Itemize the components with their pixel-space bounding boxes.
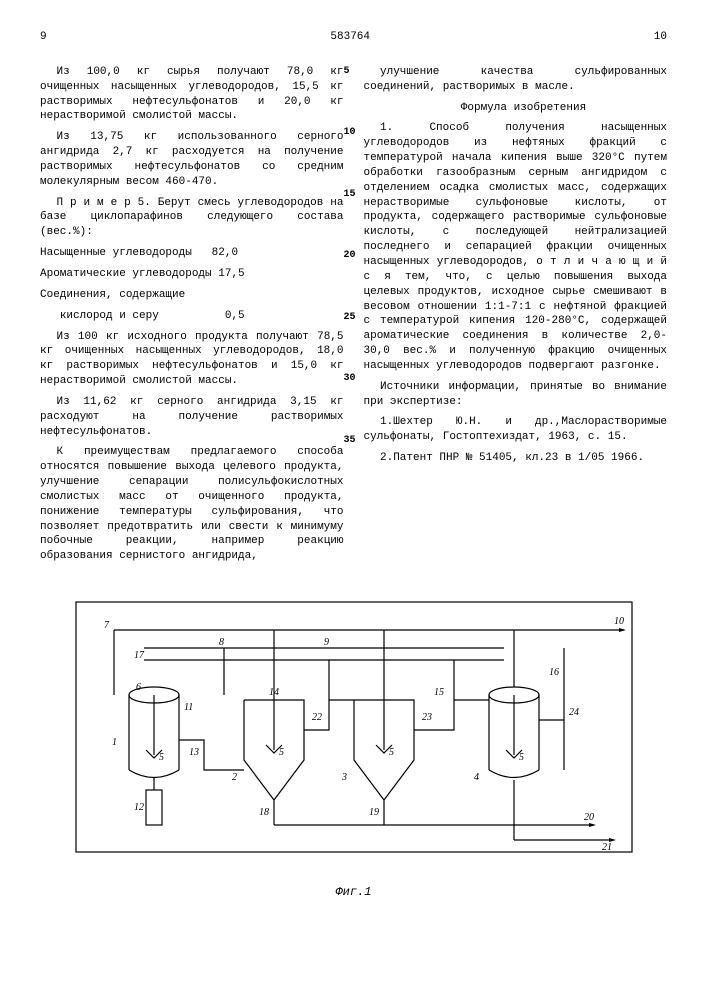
composition-row: Насыщенные углеводороды 82,0 <box>40 246 344 261</box>
svg-text:5: 5 <box>279 747 284 758</box>
line-number-gutter: 5 10 15 20 25 30 35 <box>344 65 364 496</box>
svg-text:20: 20 <box>584 812 594 823</box>
line-num: 5 <box>344 65 364 79</box>
svg-text:18: 18 <box>259 807 269 818</box>
line-num: 30 <box>344 372 364 386</box>
para: Из 13,75 кг использованного серного анги… <box>40 130 344 189</box>
composition-row: Соединения, содержащие <box>40 288 344 303</box>
page-left: 9 <box>40 30 47 45</box>
svg-text:3: 3 <box>341 772 347 783</box>
composition-row: кислород и серу 0,5 <box>40 309 344 324</box>
svg-text:22: 22 <box>312 712 322 723</box>
para: 1. Способ получения насыщенных углеводор… <box>364 121 668 373</box>
svg-text:5: 5 <box>159 752 164 763</box>
svg-text:6: 6 <box>136 682 141 693</box>
svg-text:4: 4 <box>474 772 479 783</box>
svg-text:12: 12 <box>134 802 144 813</box>
figure-label: Фиг.1 <box>40 884 667 900</box>
svg-text:15: 15 <box>434 687 444 698</box>
svg-text:7: 7 <box>104 620 110 631</box>
sources-title: Источники информации, принятые во вниман… <box>364 380 668 410</box>
para: Из 100,0 кг сырья получают 78,0 кг очище… <box>40 65 344 124</box>
svg-text:21: 21 <box>602 842 612 853</box>
svg-text:5: 5 <box>389 747 394 758</box>
right-column: улучшение качества сульфированных соедин… <box>364 65 668 570</box>
line-num: 20 <box>344 249 364 263</box>
svg-text:11: 11 <box>184 702 193 713</box>
para: Из 11,62 кг серного ангидрида 3,15 кг ра… <box>40 395 344 440</box>
line-num: 25 <box>344 311 364 325</box>
composition-row: Ароматические углеводороды 17,5 <box>40 267 344 282</box>
line-num: 10 <box>344 126 364 140</box>
svg-text:10: 10 <box>614 616 624 627</box>
para: улучшение качества сульфированных соедин… <box>364 65 668 95</box>
svg-text:17: 17 <box>134 650 145 661</box>
left-column: Из 100,0 кг сырья получают 78,0 кг очище… <box>40 65 344 570</box>
svg-text:2: 2 <box>232 772 237 783</box>
page-right: 10 <box>654 30 667 45</box>
svg-text:19: 19 <box>369 807 379 818</box>
line-num: 15 <box>344 188 364 202</box>
svg-text:24: 24 <box>569 707 579 718</box>
svg-text:8: 8 <box>219 637 224 648</box>
svg-text:16: 16 <box>549 667 559 678</box>
doc-number: 583764 <box>47 30 654 45</box>
svg-text:9: 9 <box>324 637 329 648</box>
svg-text:1: 1 <box>112 737 117 748</box>
line-num: 35 <box>344 434 364 448</box>
svg-text:13: 13 <box>189 747 199 758</box>
source-item: 1.Шехтер Ю.Н. и др.,Маслорастворимые сул… <box>364 415 668 445</box>
svg-text:5: 5 <box>519 752 524 763</box>
svg-text:14: 14 <box>269 687 279 698</box>
para: К преимуществам предлагаемого способа от… <box>40 445 344 564</box>
source-item: 2.Патент ПНР № 51405, кл.23 в 1/05 1966. <box>364 451 668 466</box>
formula-title: Формула изобретения <box>364 101 668 116</box>
para: Из 100 кг исходного продукта получают 78… <box>40 330 344 389</box>
process-diagram: 1 2 3 4 5 5 5 5 6 7 8 9 10 11 12 13 14 1… <box>40 600 667 900</box>
para: П р и м е р 5. Берут смесь углеводородов… <box>40 196 344 241</box>
svg-text:23: 23 <box>422 712 432 723</box>
